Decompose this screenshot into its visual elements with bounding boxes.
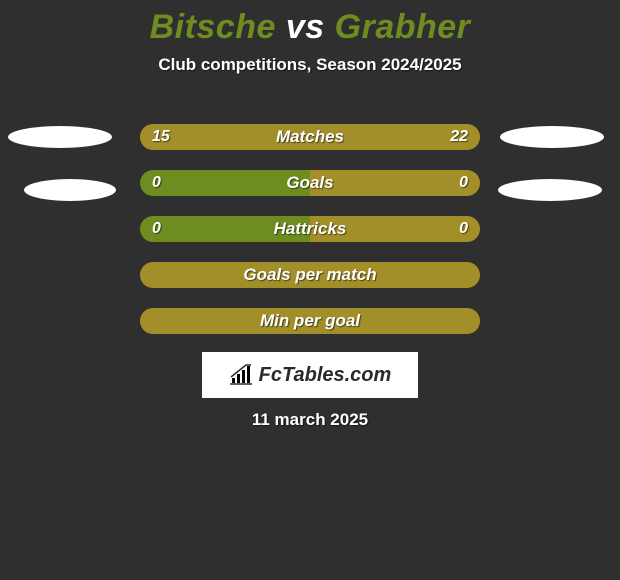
brand-chart-icon <box>229 364 253 386</box>
stat-bar-row: Min per goal <box>140 308 480 334</box>
bar-value-left: 15 <box>152 124 170 150</box>
stat-bar-row: Goals0 0 <box>140 170 480 196</box>
title-vs: vs <box>286 8 325 46</box>
side-placeholder-ellipse <box>8 126 112 148</box>
player-left-name: Bitsche <box>150 8 276 46</box>
stat-bars: Matches1522Goals00Hattricks00Goals per m… <box>140 124 480 354</box>
stat-bar-row: Goals per match <box>140 262 480 288</box>
page-title: Bitsche vs Grabher <box>0 0 620 47</box>
subtitle: Club competitions, Season 2024/2025 <box>0 55 620 75</box>
bar-value-right: 22 <box>450 124 468 150</box>
bar-label: Goals per match <box>140 262 480 288</box>
bar-value-right: 0 <box>459 170 468 196</box>
brand-badge: FcTables.com <box>202 352 418 398</box>
comparison-page: Bitsche vs Grabher Club competitions, Se… <box>0 0 620 580</box>
bar-value-right: 0 <box>459 216 468 242</box>
bar-value-left: 0 <box>152 216 161 242</box>
side-placeholder-ellipse <box>24 179 116 201</box>
stat-bar-row: Hattricks0 0 <box>140 216 480 242</box>
side-placeholder-ellipse <box>498 179 602 201</box>
bar-label: Hattricks <box>140 216 480 242</box>
date-text: 11 march 2025 <box>0 410 620 430</box>
bar-value-left: 0 <box>152 170 161 196</box>
bar-label: Goals <box>140 170 480 196</box>
bar-label: Matches <box>140 124 480 150</box>
side-placeholder-ellipse <box>500 126 604 148</box>
stat-bar-row: Matches15 22 <box>140 124 480 150</box>
player-right-name: Grabher <box>335 8 471 46</box>
brand-text: FcTables.com <box>259 364 392 387</box>
bar-label: Min per goal <box>140 308 480 334</box>
